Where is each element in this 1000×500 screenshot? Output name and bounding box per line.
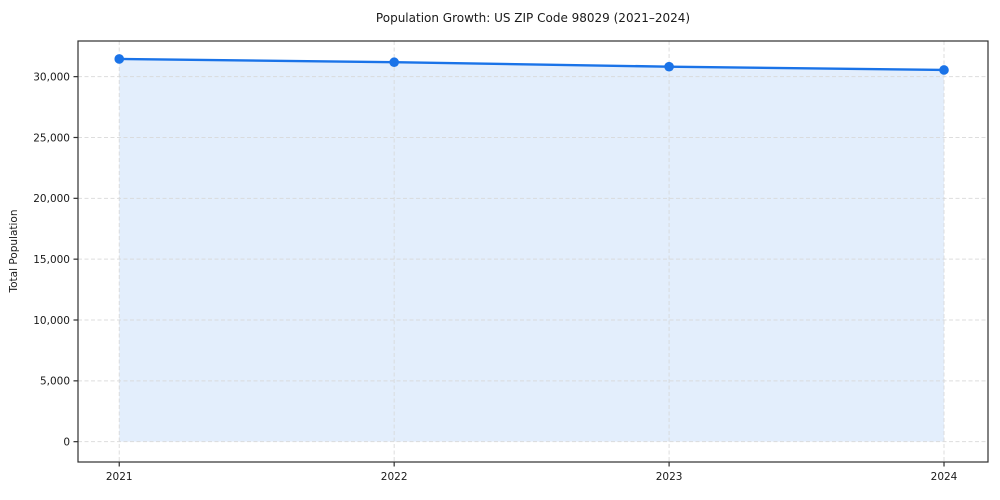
- y-tick-label: 25,000: [33, 132, 70, 144]
- y-tick-label: 5,000: [40, 376, 70, 388]
- data-point-2021: [114, 54, 125, 64]
- series-line: [118, 57, 946, 72]
- data-point-2022: [389, 57, 399, 68]
- y-tick-label: 0: [63, 436, 70, 448]
- chart-title: Population Growth: US ZIP Code 98029 (20…: [375, 11, 691, 25]
- y-tick-label: 20,000: [33, 193, 70, 205]
- x-tick-label: 2023: [656, 471, 683, 483]
- y-tick-label: 10,000: [33, 315, 70, 327]
- plot-border: [77, 40, 989, 463]
- data-point-2023: [664, 61, 674, 72]
- x-tick-label: 2024: [931, 471, 958, 483]
- y-tick-label: 15,000: [33, 254, 70, 266]
- data-point-2024: [939, 65, 949, 75]
- x-tick-label: 2022: [381, 471, 408, 483]
- x-tick-label: 2021: [106, 471, 133, 483]
- area-fill: [119, 58, 945, 442]
- y-tick-label: 30,000: [33, 71, 70, 83]
